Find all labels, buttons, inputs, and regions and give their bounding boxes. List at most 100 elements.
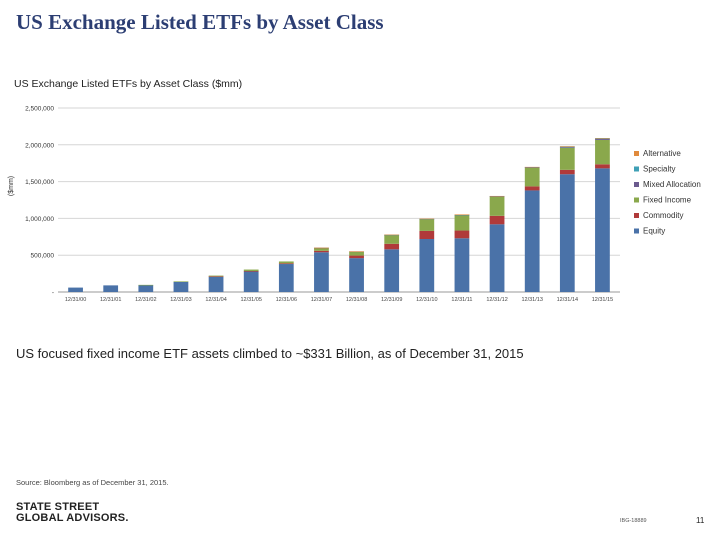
legend-swatch <box>634 166 639 172</box>
legend-swatch <box>634 182 639 187</box>
bar-segment-equity <box>349 258 364 292</box>
bar-segment-commodity <box>243 271 259 272</box>
x-tick-label: 12/31/03 <box>170 297 191 303</box>
bar-segment-equity <box>68 287 83 292</box>
bar-segment-alternative <box>384 234 400 236</box>
bar-segment-equity <box>489 224 505 292</box>
x-tick-label: 12/31/02 <box>135 297 156 303</box>
bar-segment-commodity <box>524 186 540 191</box>
x-tick-label: 12/31/06 <box>276 297 297 303</box>
bar-segment-alternative <box>595 138 610 139</box>
y-tick-label: 2,000,000 <box>25 142 54 149</box>
bar-segment-fixed-income <box>173 281 189 283</box>
bar-segment-fixed-income <box>243 269 259 272</box>
x-tick-label: 12/31/04 <box>205 297 226 303</box>
bar-segment-alternative <box>559 146 575 147</box>
bar-segment-equity <box>243 271 259 292</box>
bar-segment-commodity <box>314 250 329 253</box>
bar-segment-equity <box>419 239 435 292</box>
x-tick-label: 12/31/09 <box>381 297 402 303</box>
x-tick-label: 12/31/07 <box>311 297 332 303</box>
legend-swatch <box>634 197 639 203</box>
y-tick-label: 1,000,000 <box>25 216 54 223</box>
y-axis-ticks: - 500,000 1,000,000 1,500,000 2,000,000 2,500… <box>25 106 54 297</box>
bar-segment-fixed-income <box>278 261 294 264</box>
y-tick-label: - <box>52 290 54 297</box>
y-tick-label: 500,000 <box>31 253 55 260</box>
legend-swatch <box>634 151 639 156</box>
bar-segment-equity <box>559 174 575 292</box>
bar-segment-commodity <box>419 230 435 240</box>
x-tick-label: 12/31/15 <box>592 297 613 303</box>
x-tick-label: 12/31/11 <box>451 297 472 303</box>
bar-segment-fixed-income <box>419 219 435 231</box>
bar-segment-fixed-income <box>559 147 575 170</box>
y-axis-label: ($mm) <box>8 176 15 196</box>
x-tick-label: 12/31/12 <box>486 297 507 303</box>
bar-segment-equity <box>208 276 224 292</box>
bar-segment-alternative <box>419 218 435 220</box>
bar-segment-alternative <box>489 195 505 197</box>
bar-segment-fixed-income <box>314 247 329 251</box>
bars <box>68 138 610 292</box>
document-code: IBG-18889 <box>620 518 647 524</box>
bar-segment-fixed-income <box>489 196 505 216</box>
page-number: 11 <box>696 516 705 525</box>
bar-segment-mixed-allocation <box>595 138 610 140</box>
legend-swatch <box>634 213 639 218</box>
state-street-logo: STATE STREET GLOBAL ADVISORS. <box>16 502 129 524</box>
bar-segment-fixed-income <box>138 284 154 286</box>
legend-label: Alternative <box>643 149 681 158</box>
bar-segment-fixed-income <box>524 167 540 187</box>
x-tick-label: 12/31/00 <box>65 297 86 303</box>
bar-segment-commodity <box>454 230 470 239</box>
legend-swatch <box>634 228 639 234</box>
y-tick-label: 2,500,000 <box>25 106 54 113</box>
bar-segment-alternative <box>454 214 470 216</box>
source-note: Source: Bloomberg as of December 31, 201… <box>16 478 169 487</box>
bar-segment-fixed-income <box>595 139 610 165</box>
x-tick-label: 12/31/13 <box>521 297 542 303</box>
bar-segment-specialty <box>595 138 610 140</box>
x-tick-label: 12/31/05 <box>240 297 261 303</box>
etf-asset-class-chart: - 500,000 1,000,000 1,500,000 2,000,000 2,500… <box>8 106 701 304</box>
bar-segment-commodity <box>208 276 224 277</box>
x-axis-ticks: 12/31/00 12/31/01 12/31/02 12/31/03 12/31/04… <box>65 297 613 303</box>
bar-segment-alternative <box>314 247 329 249</box>
caption: US focused fixed income ETF assets climb… <box>16 346 524 361</box>
bar-segment-fixed-income <box>349 251 364 256</box>
legend-label: Specialty <box>643 165 675 174</box>
x-tick-label: 12/31/10 <box>416 297 437 303</box>
y-tick-label: 1,500,000 <box>25 179 54 186</box>
bar-segment-equity <box>314 252 329 292</box>
x-tick-label: 12/31/08 <box>346 297 367 303</box>
bar-segment-equity <box>524 190 540 292</box>
logo-line-1: STATE STREET <box>16 501 100 513</box>
bar-segment-equity <box>454 238 470 292</box>
bar-segment-commodity <box>489 215 505 225</box>
x-tick-label: 12/31/14 <box>557 297 578 303</box>
bar-segment-commodity <box>559 169 575 175</box>
bar-segment-mixed-allocation <box>559 146 575 148</box>
bar-segment-commodity <box>595 164 610 169</box>
bar-segment-equity <box>138 285 154 292</box>
logo-line-2: GLOBAL ADVISORS. <box>16 512 129 524</box>
bar-segment-equity <box>595 168 610 292</box>
bar-segment-alternative <box>349 251 364 252</box>
page-title: US Exchange Listed ETFs by Asset Class <box>16 10 384 34</box>
bar-segment-commodity <box>384 243 400 250</box>
bar-segment-commodity <box>278 263 294 265</box>
x-tick-label: 12/31/01 <box>100 297 121 303</box>
bar-segment-equity <box>384 249 400 292</box>
bar-segment-alternative <box>524 166 540 168</box>
bar-segment-equity <box>173 281 189 292</box>
bar-segment-fixed-income <box>208 275 224 277</box>
bar-segment-equity <box>103 285 119 292</box>
legend: Alternative Specialty Mixed Allocation Fixe… <box>634 149 701 236</box>
legend-label: Equity <box>643 227 665 236</box>
legend-label: Commodity <box>643 211 683 220</box>
legend-label: Fixed Income <box>643 196 692 205</box>
chart-title: US Exchange Listed ETFs by Asset Class (… <box>14 78 243 90</box>
bar-segment-commodity <box>349 255 364 259</box>
bar-segment-specialty <box>559 146 575 148</box>
